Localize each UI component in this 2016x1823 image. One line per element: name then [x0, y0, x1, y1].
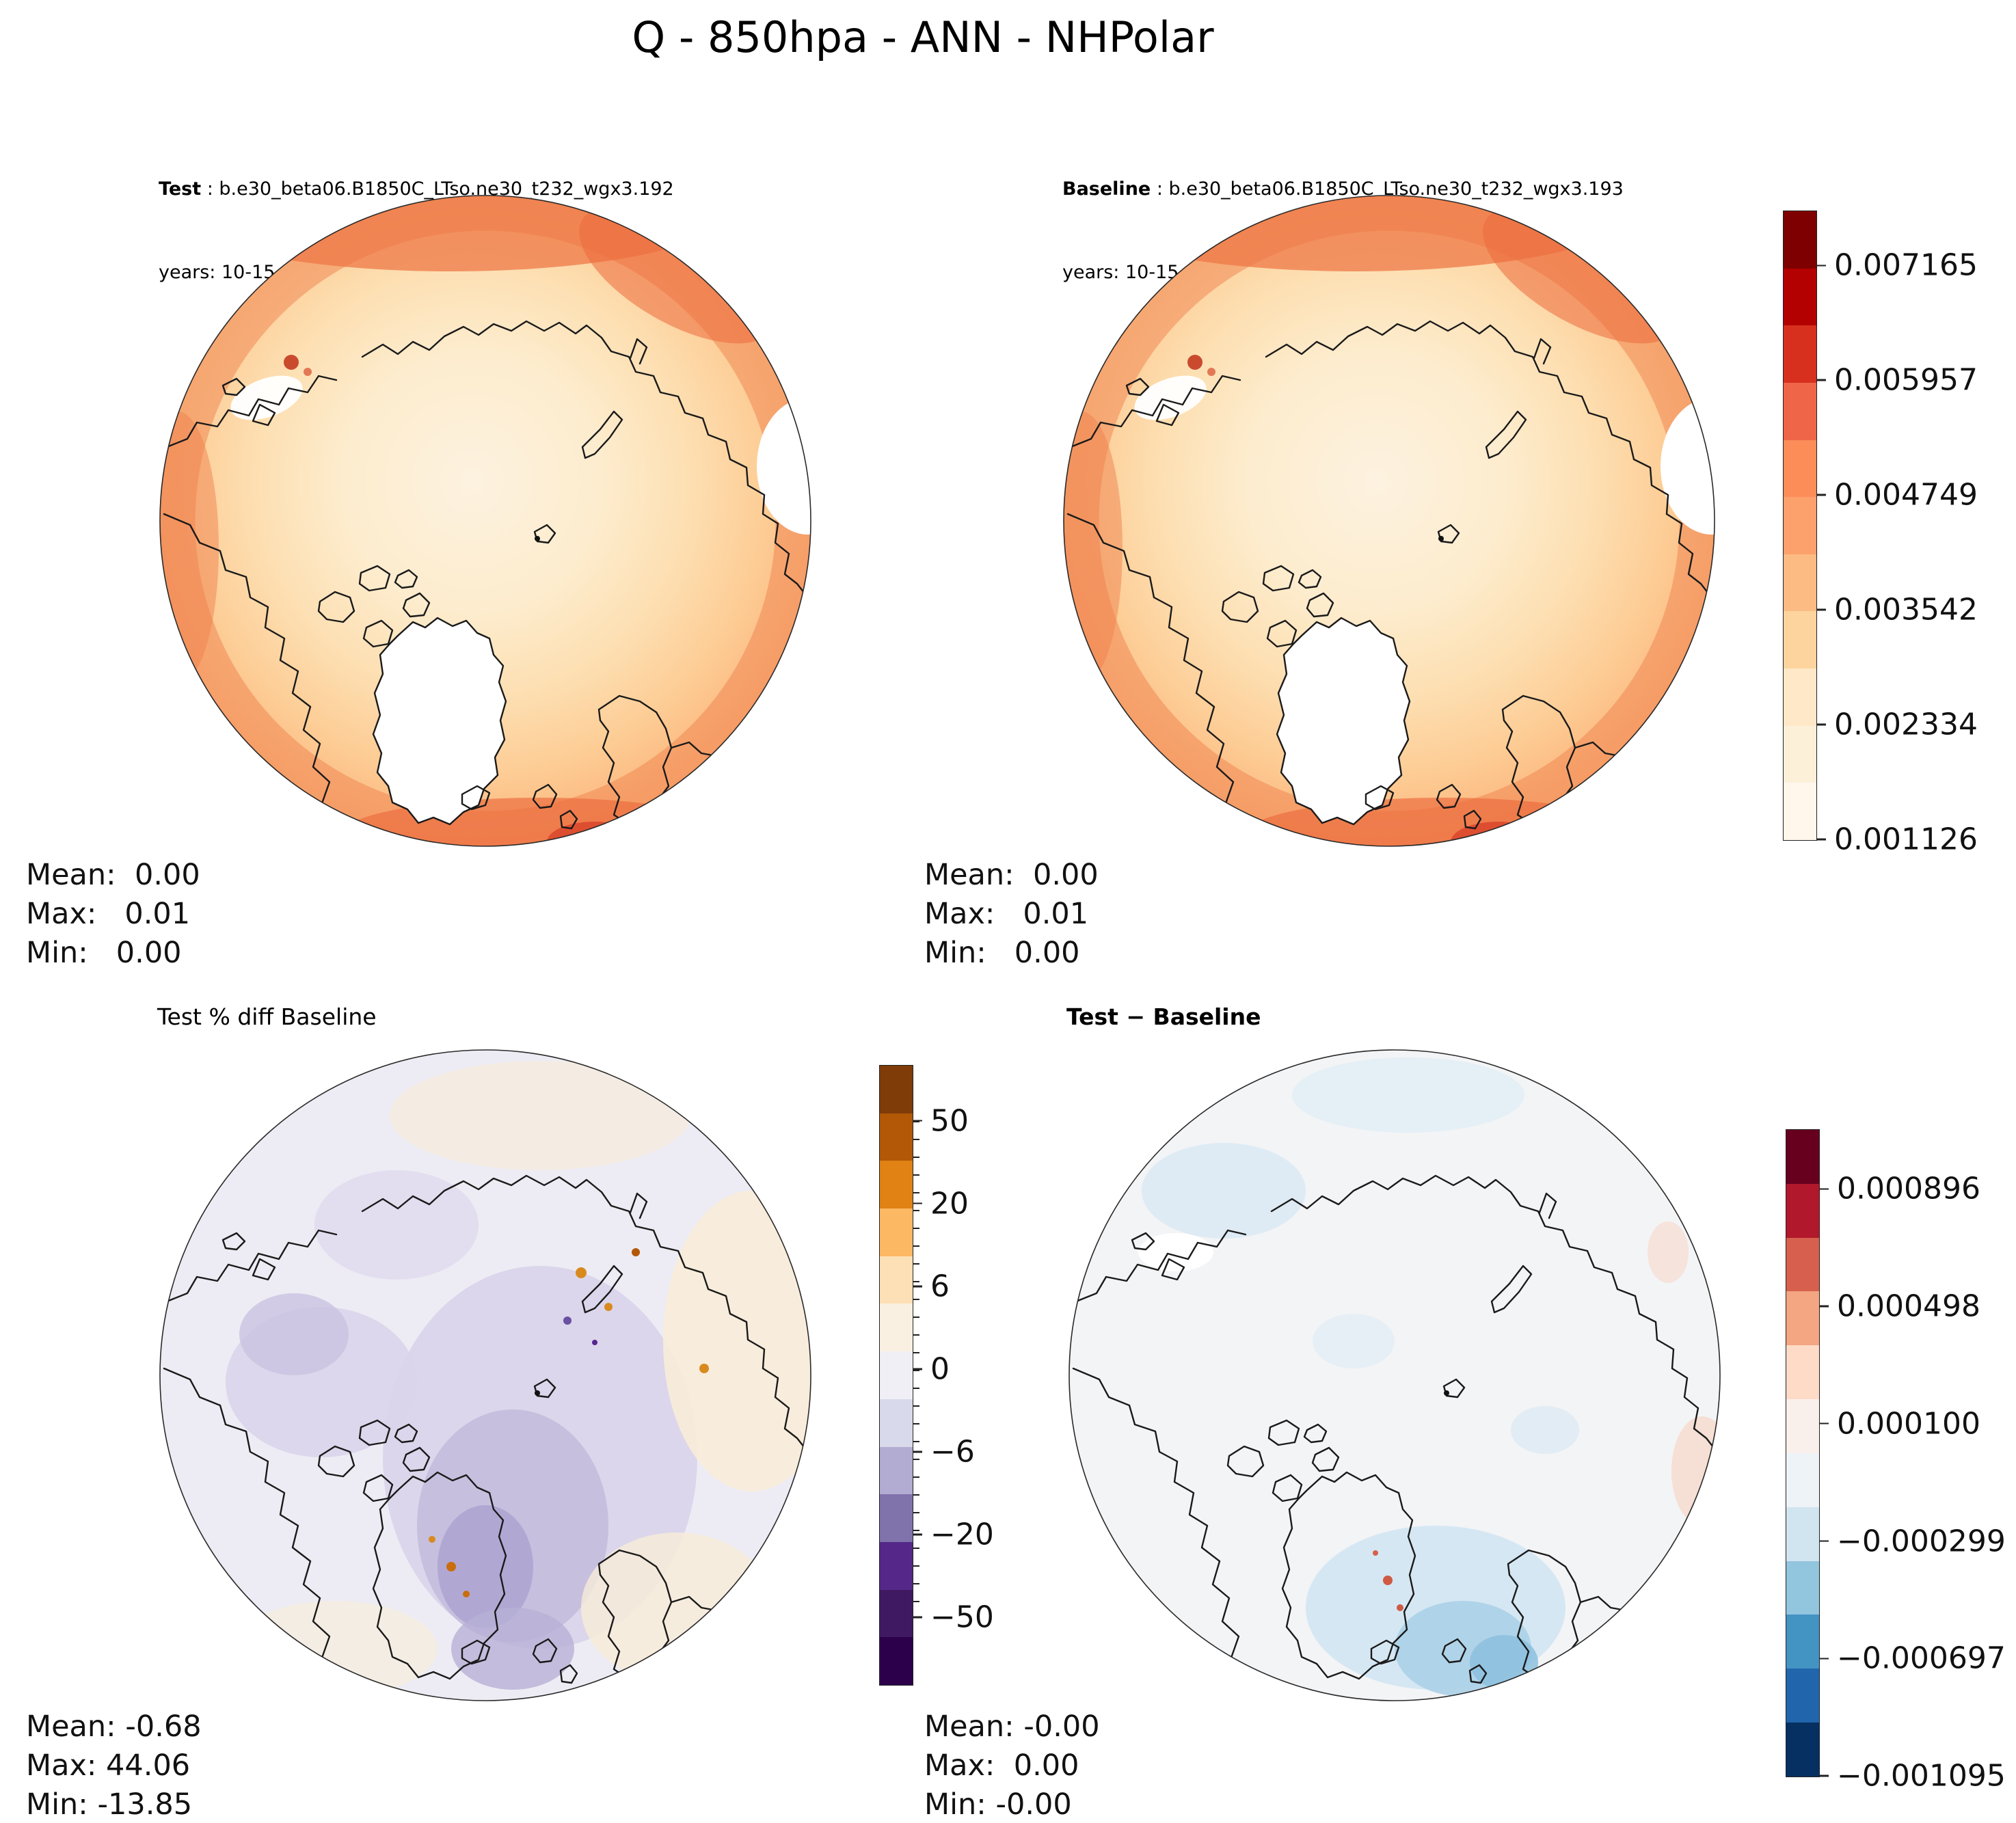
test-run-id: : b.e30_beta06.B1850C_LTso.ne30_t232_wgx… — [201, 178, 674, 200]
colorbar-diff-bar — [1786, 1129, 1820, 1777]
baseline-map — [1063, 195, 1715, 847]
diff-stat-min: Min: -0.00 — [924, 1787, 1072, 1822]
colorbar-main-bar — [1783, 211, 1817, 841]
baseline-stats: Mean: 0.00 Max: 0.01 Min: 0.00 — [924, 856, 1099, 972]
colorbar-diff: 0.000896 0.000498 0.000100 −0.000299 −0.0006… — [1786, 1129, 2006, 1794]
test-stats: Mean: 0.00 Max: 0.01 Min: 0.00 — [26, 856, 200, 972]
test-stat-max: Max: 0.01 — [26, 896, 191, 931]
baseline-stat-min: Min: 0.00 — [924, 935, 1080, 970]
pct-diff-map — [159, 1049, 811, 1701]
figure-title: Q - 850hpa - ANN - NHPolar — [632, 12, 1214, 62]
diff-map — [1069, 1049, 1721, 1701]
test-stat-min: Min: 0.00 — [26, 935, 182, 970]
colorbar-diff-ticks: 0.000896 0.000498 0.000100 −0.000299 −0.0006… — [1820, 1129, 2016, 1794]
diff-title: Test − Baseline — [1066, 1003, 1261, 1030]
colorbar-main-ticks: 0.007165 0.005957 0.004749 0.003542 0.002334… — [1817, 211, 2016, 857]
diff-stats: Mean: -0.00 Max: 0.00 Min: -0.00 — [924, 1707, 1100, 1823]
test-years: years: 10-15 — [159, 261, 275, 283]
pct-diff-stat-max: Max: 44.06 — [26, 1748, 191, 1783]
pct-diff-stat-mean: Mean: -0.68 — [26, 1710, 202, 1744]
baseline-years: years: 10-15 — [1062, 261, 1179, 283]
colorbar-pct-bar — [879, 1065, 913, 1686]
colorbar-pct-ticks: 50 20 6 0 −6 −20 −50 — [913, 1065, 1118, 1686]
colorbar-main: 0.007165 0.005957 0.004749 0.003542 0.002334… — [1783, 211, 1978, 857]
pct-diff-stat-min: Min: -13.85 — [26, 1787, 193, 1822]
baseline-label: Baseline — [1062, 178, 1151, 200]
pct-diff-title: Test % diff Baseline — [157, 1003, 377, 1030]
pct-diff-stats: Mean: -0.68 Max: 44.06 Min: -13.85 — [26, 1707, 202, 1823]
test-header: Test : b.e30_beta06.B1850C_LTso.ne30_t23… — [159, 120, 674, 342]
colorbar-pct: 50 20 6 0 −6 −20 −50 — [879, 1065, 994, 1686]
baseline-stat-mean: Mean: 0.00 — [924, 858, 1099, 892]
test-stat-mean: Mean: 0.00 — [26, 858, 200, 892]
baseline-stat-max: Max: 0.01 — [924, 896, 1089, 931]
test-label: Test — [159, 178, 202, 200]
diff-stat-mean: Mean: -0.00 — [924, 1710, 1100, 1744]
diff-stat-max: Max: 0.00 — [924, 1748, 1079, 1783]
test-map — [159, 195, 811, 847]
